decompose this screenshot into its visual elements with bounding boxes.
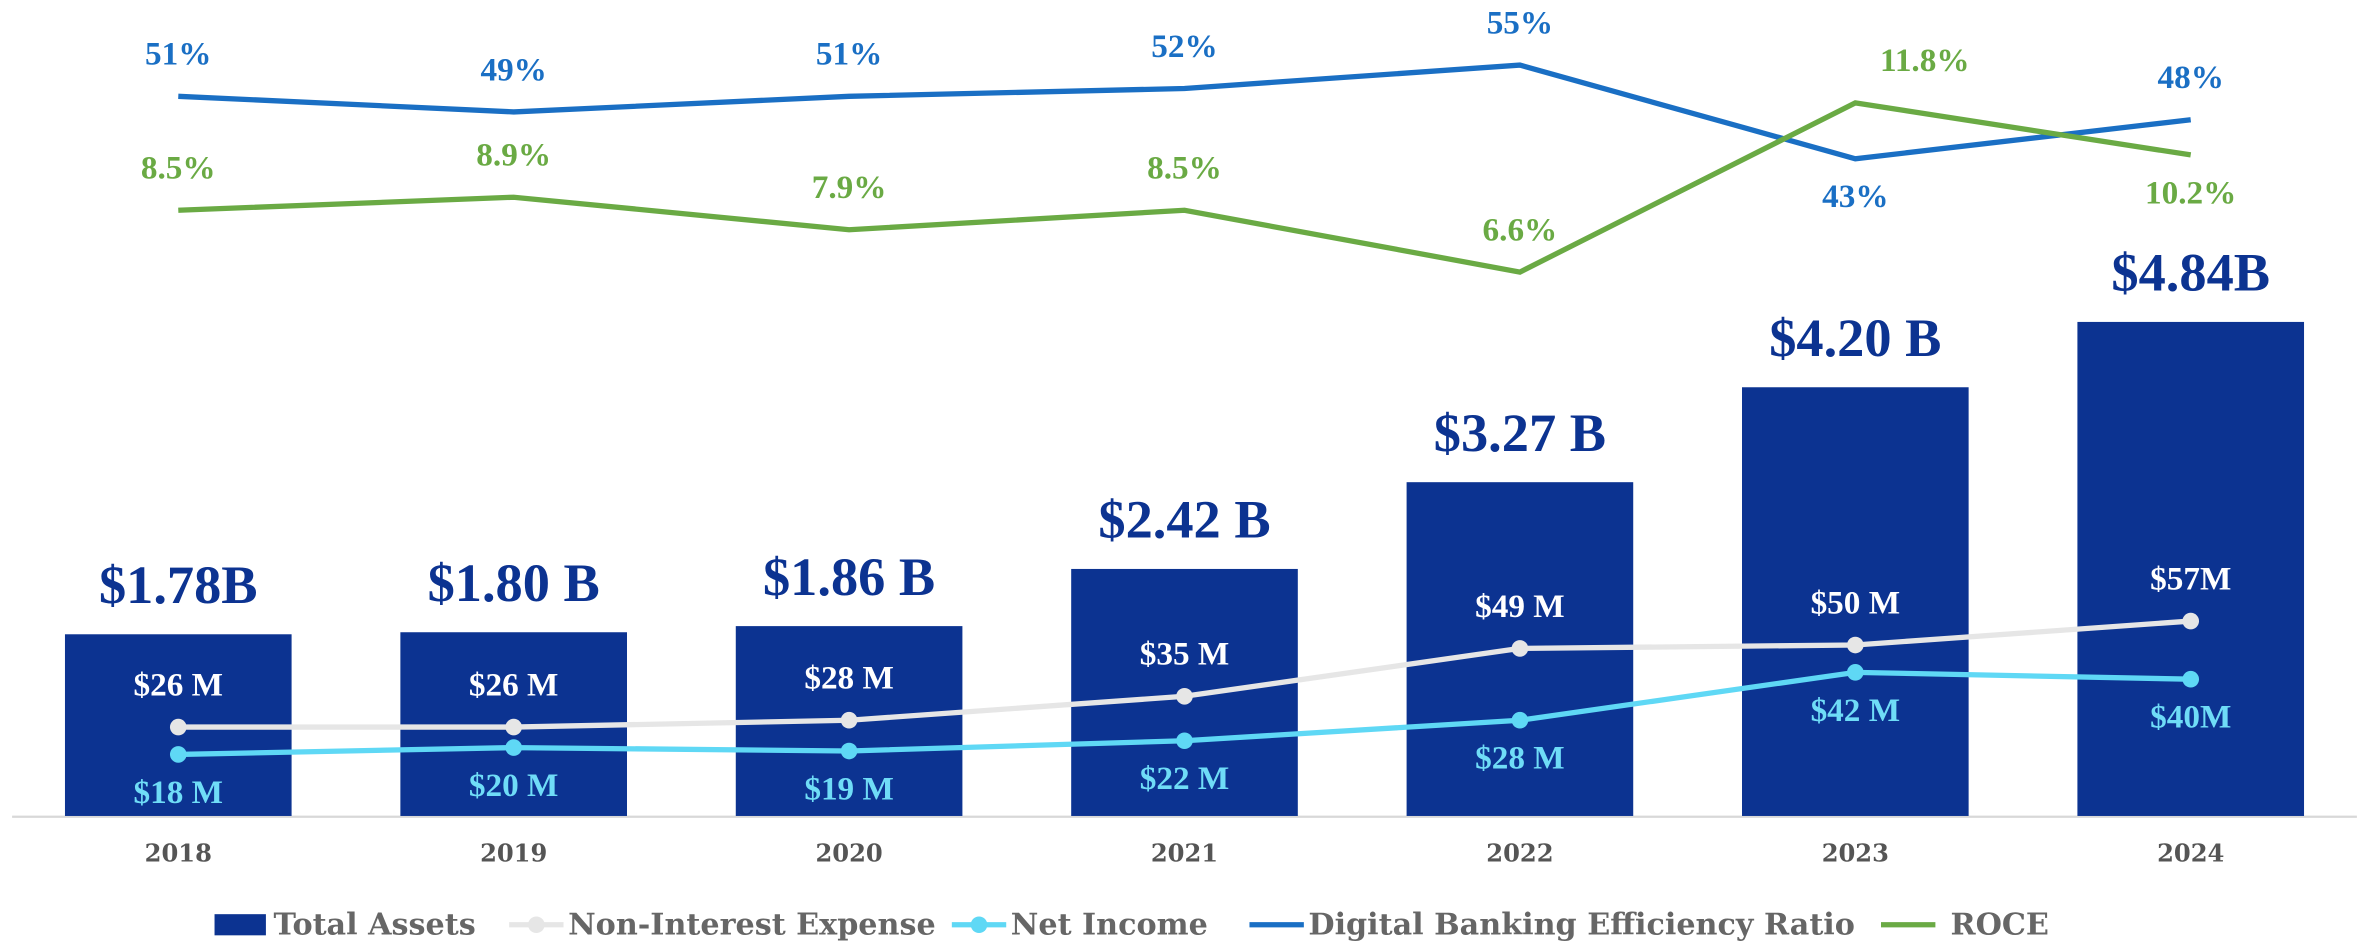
line (178, 100, 2192, 275)
x-tick-label: 2023 (1822, 839, 1889, 868)
line-label: $19 M (804, 770, 894, 807)
x-tick-label: 2020 (815, 839, 882, 868)
point (2182, 670, 2200, 688)
line-label: 49% (480, 51, 546, 88)
legend-swatch (214, 914, 266, 936)
line-label: 11.8% (1880, 42, 1970, 79)
line-label: 8.9% (476, 137, 551, 174)
line-label: $42 M (1811, 692, 1901, 729)
line-label: 6.6% (1483, 211, 1558, 248)
line-label: $26 M (469, 666, 559, 703)
x-tick-label: 2024 (2157, 839, 2224, 868)
line-label: $35 M (1140, 636, 1230, 673)
bar (1742, 387, 1969, 816)
bar-label: $4.84B (2111, 243, 2270, 303)
line-label: 52% (1151, 28, 1217, 65)
bar-label: $2.42 B (1098, 490, 1270, 550)
line-label: 8.5% (1147, 150, 1222, 187)
line-label: $28 M (1475, 740, 1565, 777)
point (505, 718, 522, 736)
line-label: 55% (1487, 4, 1553, 41)
line-label: 7.9% (812, 169, 887, 206)
point (840, 742, 858, 760)
legend-label: Non-Interest Expense (568, 907, 936, 942)
line-label: $20 M (469, 767, 559, 804)
point (169, 746, 187, 763)
line-label: 51% (145, 36, 211, 73)
line-label: $26 M (134, 666, 223, 703)
legend-label: Net Income (1011, 907, 1208, 942)
line-label: 10.2% (2145, 174, 2236, 211)
point (169, 718, 187, 736)
point (2182, 612, 2200, 630)
legend-label: ROCE (1950, 907, 2048, 942)
line-label: $40M (2150, 699, 2231, 736)
line-label: 43% (1822, 178, 1888, 215)
x-tick-label: 2022 (1486, 839, 1553, 868)
line-label: $28 M (804, 660, 894, 697)
bar-label: $3.27 B (1434, 403, 1606, 463)
point (505, 739, 522, 756)
line-label: 8.5% (141, 150, 216, 187)
point (1847, 636, 1864, 654)
x-tick-label: 2018 (145, 839, 212, 868)
line-label: $18 M (134, 774, 223, 811)
bar-label: $1.80 B (428, 553, 600, 613)
bar-label: $1.78B (99, 555, 258, 615)
line-label: 51% (816, 36, 882, 73)
legend-label: Digital Banking Efficiency Ratio (1308, 907, 1855, 942)
legend-dot (528, 916, 545, 934)
line (178, 62, 2192, 162)
x-tick-label: 2019 (480, 839, 547, 868)
bar-label: $4.20 B (1769, 308, 1941, 368)
point (1176, 732, 1193, 750)
line-label: $49 M (1475, 588, 1565, 625)
line-label: 48% (2158, 59, 2224, 96)
point (1511, 640, 1529, 657)
line-label: $57M (2150, 560, 2231, 597)
point (1511, 711, 1529, 729)
point (1176, 687, 1193, 705)
legend-dot (970, 916, 988, 934)
point (1847, 664, 1864, 681)
line-label: $50 M (1811, 584, 1901, 621)
legend-label: Total Assets (273, 907, 475, 942)
x-tick-label: 2021 (1151, 839, 1218, 868)
bar (2077, 321, 2305, 816)
point (840, 711, 858, 729)
bar-label: $1.86 B (763, 547, 935, 607)
line-label: $22 M (1140, 760, 1230, 797)
